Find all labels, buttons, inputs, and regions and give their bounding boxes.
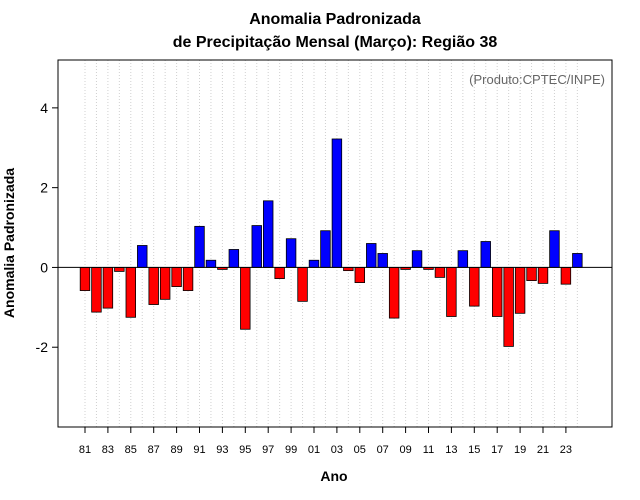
bar-1998 xyxy=(274,267,285,279)
bar-2017 xyxy=(491,267,503,317)
y-tick-label: 4 xyxy=(40,100,48,116)
x-tick-label: 13 xyxy=(445,444,457,456)
bar-1981 xyxy=(79,267,91,291)
bar-2018 xyxy=(503,267,514,347)
x-tick-label: 81 xyxy=(79,444,91,456)
x-tick-label: 17 xyxy=(491,444,503,456)
x-axis: 81 83 85 87 89 91 93 95 97 99 01 03 05 07 09 11 13 15 17 19… xyxy=(79,427,572,456)
bar-1995 xyxy=(240,267,251,330)
plot-frame xyxy=(57,59,613,428)
bar-2008 xyxy=(388,267,400,319)
bar-1992 xyxy=(205,259,217,268)
bar-2024 xyxy=(572,253,583,268)
bar-1984 xyxy=(114,267,125,272)
y-tick-label: 0 xyxy=(40,259,48,275)
x-tick-label: 91 xyxy=(193,444,205,456)
chart-title-line2: de Precipitação Mensal (Março): Região 3… xyxy=(173,34,498,51)
credit-text: (Produto:CPTEC/INPE) xyxy=(469,72,605,87)
bar-1999 xyxy=(285,238,297,268)
bar-2003 xyxy=(331,138,343,268)
y-tick-label: -2 xyxy=(36,339,49,355)
bar-1988 xyxy=(159,267,171,300)
bar-1987 xyxy=(148,267,159,305)
bar-1990 xyxy=(182,267,194,291)
x-tick-label: 97 xyxy=(262,444,274,456)
bar-1991 xyxy=(194,225,205,268)
bar-2012 xyxy=(434,267,446,278)
x-tick-label: 87 xyxy=(148,444,160,456)
bars-layer xyxy=(79,138,583,347)
bar-2007 xyxy=(377,253,388,268)
x-tick-label: 89 xyxy=(170,444,182,456)
bar-1989 xyxy=(171,267,182,287)
x-tick-label: 15 xyxy=(468,444,480,456)
x-tick-label: 93 xyxy=(216,444,228,456)
y-axis-label: Anomalia Padronizada xyxy=(1,168,17,318)
bar-2000 xyxy=(297,267,308,302)
bar-2022 xyxy=(549,230,560,268)
x-tick-label: 99 xyxy=(285,444,297,456)
bar-2001 xyxy=(308,259,320,268)
bar-2023 xyxy=(560,267,572,285)
x-tick-label: 03 xyxy=(331,444,343,456)
bar-1994 xyxy=(228,249,240,268)
x-tick-label: 23 xyxy=(560,444,572,456)
x-tick-label: 19 xyxy=(514,444,526,456)
bar-2015 xyxy=(469,267,480,307)
bar-1986 xyxy=(137,245,148,268)
bar-2019 xyxy=(514,267,526,314)
bar-1997 xyxy=(262,200,274,268)
bar-2010 xyxy=(411,250,423,268)
x-tick-label: 01 xyxy=(308,444,320,456)
bar-2016 xyxy=(480,241,491,268)
bar-2005 xyxy=(354,267,366,283)
x-tick-label: 11 xyxy=(423,444,434,456)
x-tick-label: 95 xyxy=(239,444,251,456)
y-tick-label: 2 xyxy=(40,180,48,196)
y-axis: -2 0 2 4 xyxy=(36,100,58,355)
bar-2006 xyxy=(366,243,377,268)
bar-1985 xyxy=(125,267,137,318)
grid-layer xyxy=(84,60,578,427)
x-tick-label: 21 xyxy=(537,444,549,456)
bar-2002 xyxy=(320,230,331,268)
bar-2014 xyxy=(457,250,469,268)
x-tick-label: 05 xyxy=(354,444,366,456)
x-tick-label: 09 xyxy=(399,444,411,456)
x-tick-label: 85 xyxy=(125,444,137,456)
bar-1982 xyxy=(91,267,102,313)
chart-title-line1: Anomalia Padronizada xyxy=(249,11,421,28)
x-tick-label: 07 xyxy=(377,444,389,456)
bar-1996 xyxy=(251,225,262,268)
bar-2020 xyxy=(526,267,537,281)
x-tick-label: 83 xyxy=(102,444,114,456)
x-axis-label: Ano xyxy=(320,468,347,484)
bar-2021 xyxy=(537,267,549,284)
bar-1983 xyxy=(102,267,114,309)
bar-2013 xyxy=(446,267,457,317)
